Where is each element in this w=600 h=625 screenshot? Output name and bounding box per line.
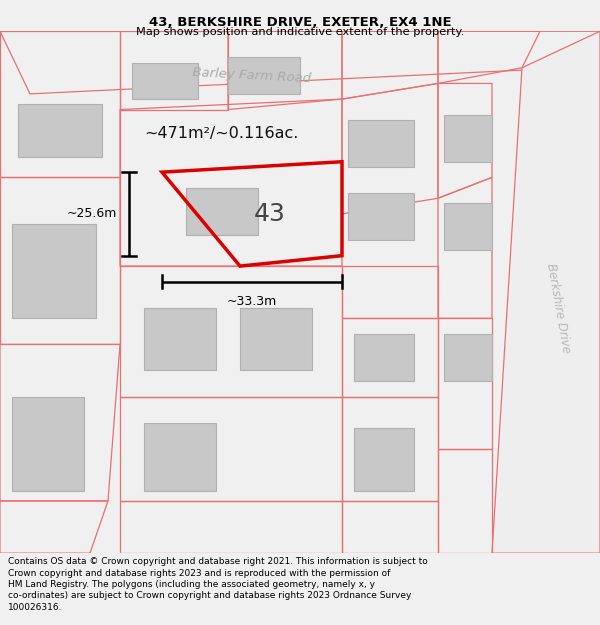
Text: Barley Farm Road: Barley Farm Road (193, 66, 311, 85)
Text: HM Land Registry. The polygons (including the associated geometry, namely x, y: HM Land Registry. The polygons (includin… (8, 580, 375, 589)
Bar (18, 104, 102, 156)
Text: ~33.3m: ~33.3m (227, 295, 277, 308)
Text: Map shows position and indicative extent of the property.: Map shows position and indicative extent… (136, 27, 464, 37)
Bar (444, 204, 492, 251)
Bar (144, 308, 216, 371)
Bar (144, 422, 216, 491)
Bar (12, 397, 84, 491)
Bar (228, 58, 300, 94)
Polygon shape (0, 31, 600, 94)
Text: 43, BERKSHIRE DRIVE, EXETER, EX4 1NE: 43, BERKSHIRE DRIVE, EXETER, EX4 1NE (149, 16, 451, 29)
Text: ~25.6m: ~25.6m (67, 208, 117, 221)
Polygon shape (492, 31, 600, 553)
Text: 43: 43 (254, 202, 286, 226)
Text: Crown copyright and database rights 2023 and is reproduced with the permission o: Crown copyright and database rights 2023… (8, 569, 390, 578)
Bar (444, 334, 492, 381)
Text: 100026316.: 100026316. (8, 602, 62, 611)
Bar (354, 334, 414, 381)
Bar (132, 62, 198, 99)
Text: ~471m²/~0.116ac.: ~471m²/~0.116ac. (144, 126, 298, 141)
Text: Contains OS data © Crown copyright and database right 2021. This information is : Contains OS data © Crown copyright and d… (8, 558, 428, 566)
Bar (348, 120, 414, 167)
Text: Berkshire Drive: Berkshire Drive (544, 262, 572, 354)
Bar (354, 428, 414, 491)
Bar (444, 115, 492, 162)
Bar (12, 224, 96, 318)
Bar (348, 193, 414, 240)
Bar (186, 188, 258, 235)
Text: co-ordinates) are subject to Crown copyright and database rights 2023 Ordnance S: co-ordinates) are subject to Crown copyr… (8, 591, 411, 600)
Bar (240, 308, 312, 371)
